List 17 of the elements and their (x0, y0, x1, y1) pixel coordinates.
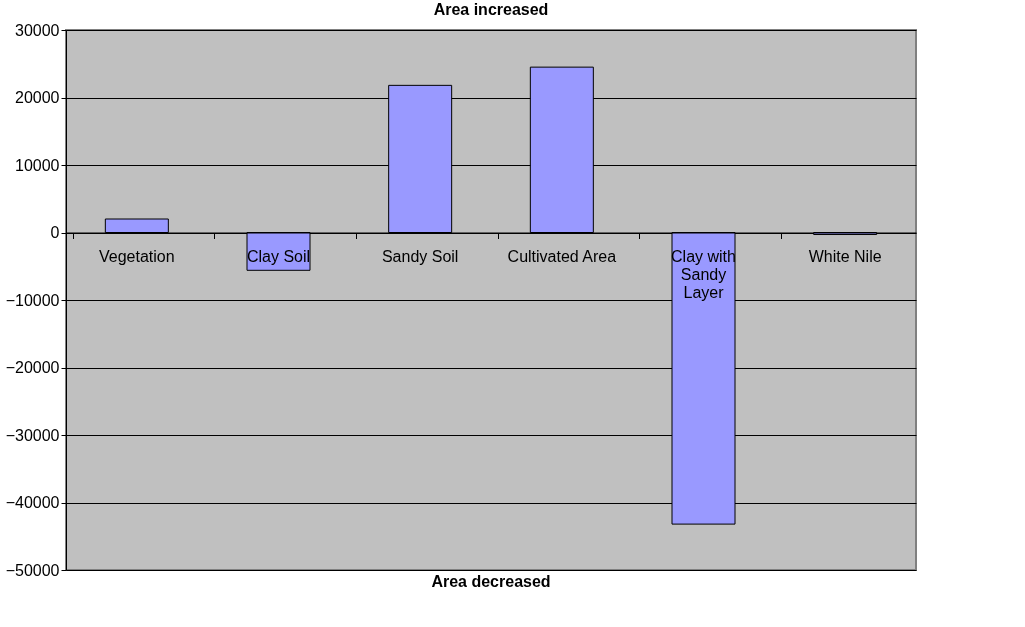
y-tick-label: −40000 (5, 494, 60, 511)
y-tick-label: 30000 (15, 21, 60, 39)
y-tick-label: 20000 (15, 89, 60, 106)
y-tick-label: −50000 (5, 561, 60, 579)
y-tick-label: −10000 (5, 291, 60, 309)
x-tick-label: Clay Soil (246, 248, 311, 265)
text: Area decreased (431, 573, 551, 590)
x-tick-label: Cultivated Area (507, 248, 617, 265)
x-tick-label: Sandy Soil (381, 248, 459, 265)
y-tick-label: 0 (50, 224, 60, 241)
y-tick-label: −20000 (5, 359, 60, 376)
y-tick-label: 10000 (15, 156, 60, 174)
x-tick-label: White Nile (808, 248, 882, 265)
chart-title: Area increased (433, 1, 549, 18)
x-tick-label: Vegetation (99, 248, 175, 265)
y-tick-label: −30000 (5, 426, 60, 444)
x-tick-label: Clay with Sandy Layer (671, 248, 736, 301)
